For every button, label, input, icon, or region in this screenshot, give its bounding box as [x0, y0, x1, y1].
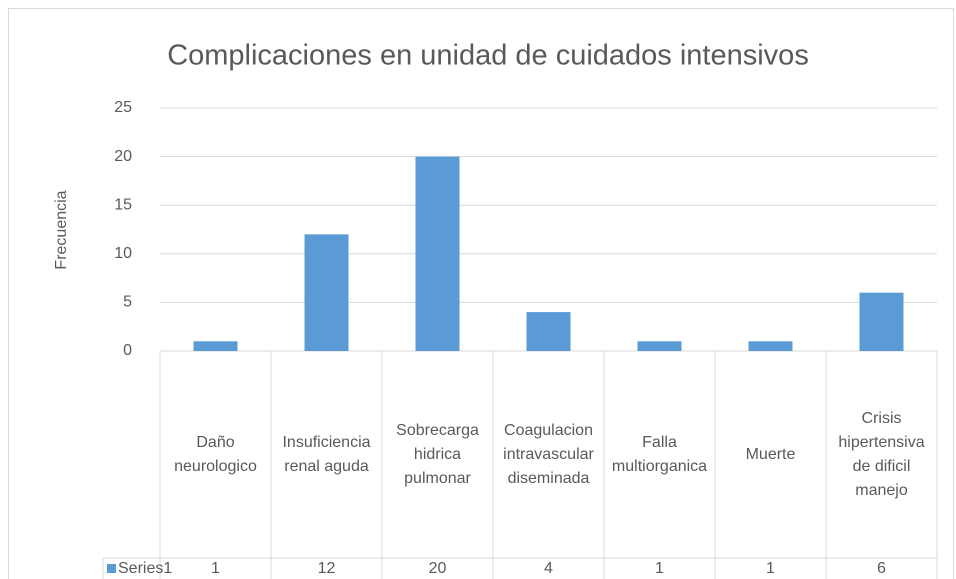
- legend-label: Series1: [118, 560, 172, 577]
- x-tick-label: Insuficiencia renal aguda: [282, 433, 371, 475]
- bar: [304, 234, 349, 351]
- legend-swatch: [107, 564, 116, 573]
- y-axis-label: Frecuencia: [53, 190, 70, 269]
- table-value: 6: [877, 560, 886, 577]
- x-tick-label: Muerte: [745, 445, 796, 463]
- category-cell: Muerte: [745, 445, 796, 463]
- table-value: 4: [544, 560, 553, 577]
- table-value: 1: [211, 560, 220, 577]
- y-tick-label: 0: [123, 342, 132, 359]
- table-value: 12: [318, 560, 336, 577]
- bar: [415, 156, 460, 351]
- bar: [859, 292, 904, 351]
- y-tick-label: 5: [123, 294, 132, 311]
- bar: [193, 341, 238, 351]
- category-cell: Coagulacion intravascular diseminada: [503, 421, 594, 487]
- bar: [637, 341, 682, 351]
- y-tick-label: 10: [114, 245, 132, 262]
- category-cell: Sobrecarga hidrica pulmonar: [396, 421, 479, 487]
- category-cell: Falla multiorganica: [611, 433, 708, 475]
- category-cell: Insuficiencia renal aguda: [282, 433, 371, 475]
- y-tick-label: 25: [114, 99, 132, 116]
- table-value: 1: [766, 560, 775, 577]
- category-cell: Daño neurologico: [174, 433, 257, 475]
- chart-title: Complicaciones en unidad de cuidados int…: [167, 40, 809, 72]
- y-tick-label: 15: [114, 196, 132, 213]
- table-value: 20: [429, 560, 447, 577]
- y-tick-label: 20: [114, 148, 132, 165]
- x-tick-label: Falla multiorganica: [611, 433, 708, 475]
- chart-frame: [8, 8, 954, 579]
- x-tick-label: Daño neurologico: [174, 433, 257, 475]
- x-tick-label: Coagulacion intravascular diseminada: [503, 421, 594, 487]
- category-cell: Crisis hipertensiva de dificil manejo: [838, 409, 925, 499]
- bar: [748, 341, 793, 351]
- table-value: 1: [655, 560, 664, 577]
- bar: [526, 312, 571, 351]
- x-tick-label: Crisis hipertensiva de dificil manejo: [838, 409, 925, 499]
- x-tick-label: Sobrecarga hidrica pulmonar: [396, 421, 479, 487]
